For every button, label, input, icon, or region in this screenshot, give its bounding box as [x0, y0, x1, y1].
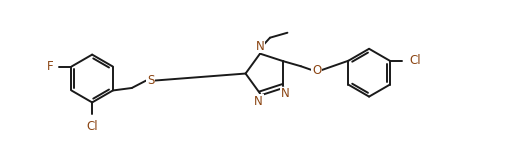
Text: Cl: Cl	[410, 54, 422, 67]
Text: O: O	[312, 64, 322, 77]
Text: Cl: Cl	[86, 120, 98, 133]
Text: F: F	[47, 60, 53, 73]
Text: N: N	[280, 87, 289, 100]
Text: N: N	[256, 40, 265, 53]
Text: S: S	[147, 74, 154, 87]
Text: N: N	[254, 95, 263, 108]
